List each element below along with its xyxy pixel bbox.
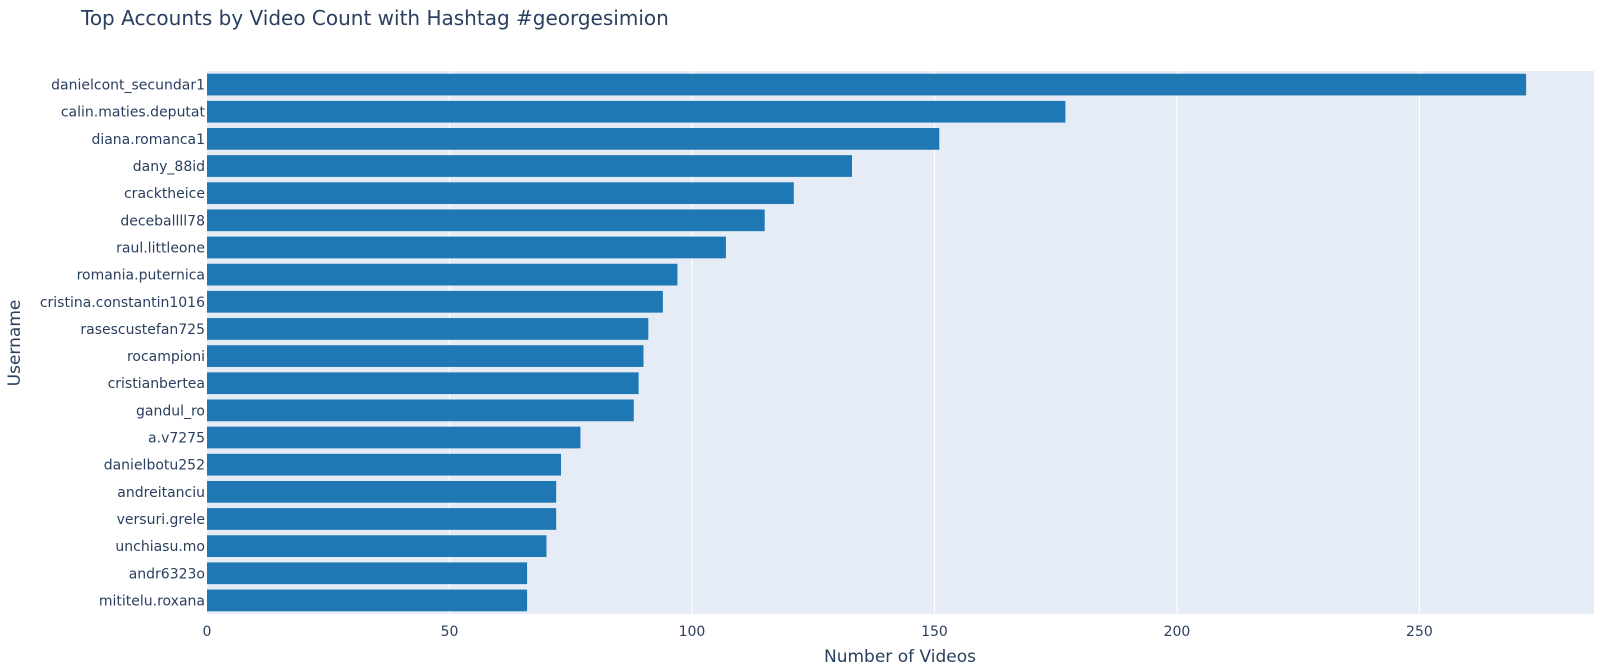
- bar-a.v7275[interactable]: [207, 426, 581, 449]
- y-tick-label: diana.romanca1: [91, 132, 205, 148]
- x-axis-tick-labels: 0 50 100 150 200 250: [203, 624, 1433, 640]
- x-tick-label: 0: [203, 624, 212, 640]
- y-tick-label: deceballll78: [120, 213, 205, 229]
- y-axis-label: Username: [5, 300, 25, 387]
- x-tick-label: 150: [921, 624, 948, 640]
- plot-area-background: [207, 71, 1594, 614]
- bar-calin.maties.deputat[interactable]: [207, 100, 1066, 123]
- bar-rasescustefan725[interactable]: [207, 318, 649, 340]
- bar-cristianbertea[interactable]: [207, 372, 639, 395]
- x-tick-label: 250: [1406, 624, 1433, 640]
- y-tick-label: cracktheice: [124, 186, 205, 202]
- y-tick-label: dany_88id: [133, 159, 205, 175]
- y-tick-label: gandul_ro: [136, 403, 205, 419]
- bar-andr6323o[interactable]: [207, 562, 528, 585]
- x-axis-label: Number of Videos: [824, 647, 976, 667]
- y-tick-label: mititelu.roxana: [99, 593, 205, 609]
- y-tick-label: rocampioni: [127, 349, 205, 365]
- bar-rocampioni[interactable]: [207, 345, 644, 367]
- y-tick-label: raul.littleone: [116, 240, 205, 256]
- y-tick-label: rasescustefan725: [80, 322, 205, 338]
- y-axis-tick-labels: danielcont_secundar1 calin.maties.deputat…: [40, 78, 206, 610]
- bar-andreitanciu[interactable]: [207, 480, 557, 503]
- bar-danielbotu252[interactable]: [207, 453, 562, 476]
- chart-title: Top Accounts by Video Count with Hashtag…: [81, 6, 669, 30]
- bar-mititelu.roxana[interactable]: [207, 589, 528, 612]
- bar-unchiasu.mo[interactable]: [207, 535, 547, 557]
- y-tick-label: a.v7275: [148, 431, 205, 447]
- bar-danielcont_secundar1[interactable]: [207, 73, 1527, 96]
- bar-cracktheice[interactable]: [207, 182, 794, 205]
- y-tick-label: danielbotu252: [104, 458, 205, 474]
- x-tick-label: 100: [679, 624, 706, 640]
- y-tick-label: unchiasu.mo: [115, 539, 205, 555]
- y-tick-label: romania.puternica: [77, 268, 205, 284]
- y-tick-label: calin.maties.deputat: [61, 105, 206, 121]
- bar-romania.puternica[interactable]: [207, 263, 678, 286]
- y-tick-label: andr6323o: [129, 566, 205, 582]
- y-tick-label: cristianbertea: [108, 376, 205, 392]
- x-tick-label: 50: [441, 624, 459, 640]
- bars[interactable]: [207, 73, 1527, 612]
- bar-raul.littleone[interactable]: [207, 236, 726, 259]
- bar-cristina.constantin1016[interactable]: [207, 290, 663, 313]
- y-tick-label: danielcont_secundar1: [51, 78, 205, 94]
- y-tick-label: versuri.grele: [117, 512, 205, 528]
- x-tick-label: 200: [1164, 624, 1191, 640]
- bar-versuri.grele[interactable]: [207, 508, 557, 530]
- bar-gandul_ro[interactable]: [207, 399, 634, 422]
- bar-deceballll78[interactable]: [207, 209, 765, 232]
- y-tick-label: cristina.constantin1016: [40, 295, 205, 311]
- bar-diana.romanca1[interactable]: [207, 128, 940, 150]
- y-tick-label: andreitanciu: [117, 485, 205, 501]
- bar-dany_88id[interactable]: [207, 155, 853, 177]
